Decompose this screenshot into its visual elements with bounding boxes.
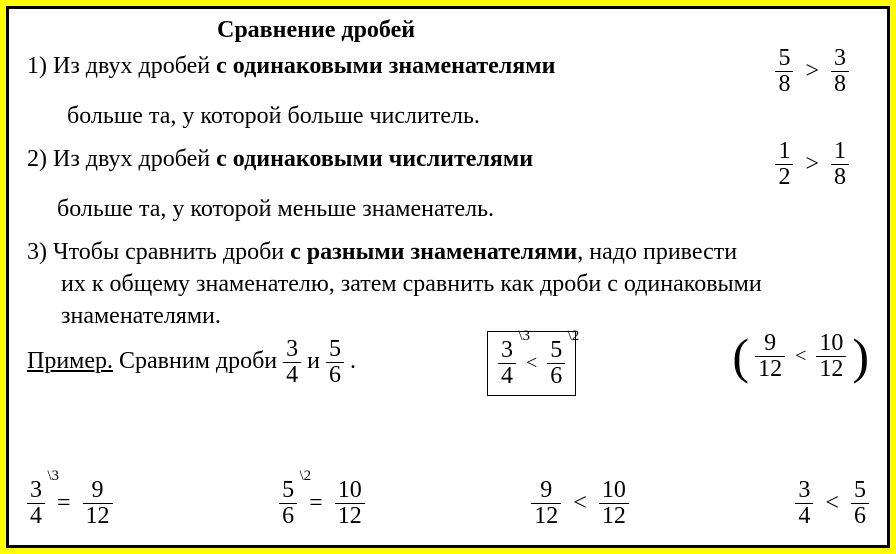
worked-cmp-1: 912 < 1012 bbox=[531, 478, 629, 529]
worked-row: 34 \3 = 912 56 \2 = 1012 912 < 1012 bbox=[27, 478, 869, 529]
fraction: 56 bbox=[851, 478, 869, 529]
rule-1-line-1: 1) Из двух дробей с одинаковыми знаменат… bbox=[27, 50, 869, 82]
rule-3-line-1: 3) Чтобы сравнить дроби с разными знамен… bbox=[27, 236, 869, 268]
fraction: 912 bbox=[83, 478, 113, 529]
rule-1-line-2: больше та, у которой больше числитель. bbox=[27, 100, 869, 132]
equals-icon: = bbox=[51, 490, 77, 517]
example-boxed: 34 \3 < 56 \2 bbox=[487, 331, 576, 396]
less-than-icon: < bbox=[791, 345, 810, 368]
fraction: 1012 bbox=[335, 478, 365, 529]
rule-1-example: 58 > 38 bbox=[775, 46, 849, 97]
fraction: 912 bbox=[531, 478, 561, 529]
example-dot: . bbox=[350, 348, 356, 374]
worked-step-2: 56 \2 = 1012 bbox=[279, 478, 365, 529]
fraction: 34 bbox=[498, 338, 516, 389]
fraction: 38 bbox=[831, 46, 849, 97]
less-than-icon: < bbox=[819, 490, 845, 517]
fraction: 34 bbox=[283, 337, 301, 388]
rule-1: 1) Из двух дробей с одинаковыми знаменат… bbox=[27, 50, 869, 133]
example-label: Пример. bbox=[27, 348, 113, 374]
fraction: 56 bbox=[279, 478, 297, 529]
worked-cmp-2: 34 < 56 bbox=[795, 478, 869, 529]
multiplier-sup: \2 bbox=[568, 328, 580, 345]
fraction: 34 bbox=[27, 478, 45, 529]
less-than-icon: < bbox=[522, 352, 541, 375]
example-paren: ( 912 < 1012 ) bbox=[732, 331, 869, 382]
rule-2-line-1: 2) Из двух дробей с одинаковыми числител… bbox=[27, 143, 869, 175]
fraction: 1012 bbox=[816, 331, 846, 382]
fraction: 56 bbox=[326, 337, 344, 388]
fraction: 12 bbox=[775, 139, 793, 190]
fraction: 18 bbox=[831, 139, 849, 190]
rule-2-prefix: 2) Из двух дробей bbox=[27, 146, 216, 172]
greater-than-icon: > bbox=[799, 58, 825, 85]
rule-1-prefix: 1) Из двух дробей bbox=[27, 53, 216, 79]
example-text-body: Сравним дроби bbox=[113, 348, 283, 374]
rule-3: 3) Чтобы сравнить дроби с разными знамен… bbox=[27, 236, 869, 333]
multiplier-sup: \3 bbox=[47, 468, 59, 485]
equals-icon: = bbox=[303, 490, 329, 517]
rule-2-line-2: больше та, у которой меньше знаменатель. bbox=[27, 193, 869, 225]
fraction: 58 bbox=[775, 46, 793, 97]
greater-than-icon: > bbox=[799, 151, 825, 178]
rule-3-prefix: 3) Чтобы сравнить дроби bbox=[27, 239, 290, 265]
rule-3-line-2: их к общему знаменателю, затем сравнить … bbox=[27, 268, 869, 300]
paren-right-icon: ) bbox=[852, 334, 869, 379]
rule-2-example: 12 > 18 bbox=[775, 139, 849, 190]
rule-2: 2) Из двух дробей с одинаковыми числител… bbox=[27, 143, 869, 226]
fraction: 1012 bbox=[599, 478, 629, 529]
rule-3-suffix: , надо привести bbox=[577, 239, 737, 265]
fraction: 34 bbox=[795, 478, 813, 529]
less-than-icon: < bbox=[567, 490, 593, 517]
rule-3-bold: с разными знаменателями bbox=[290, 239, 577, 265]
rule-2-bold: с одинаковыми числителями bbox=[216, 146, 533, 172]
multiplier-sup: \2 bbox=[299, 468, 311, 485]
example-and: и bbox=[307, 348, 326, 374]
worked-step-1: 34 \3 = 912 bbox=[27, 478, 113, 529]
example-row: Пример. Сравним дроби 34 и 56 . 34 \3 < … bbox=[27, 337, 869, 388]
rule-1-bold: с одинаковыми знаменателями bbox=[216, 53, 555, 79]
page-title: Сравнение дробей bbox=[27, 17, 869, 44]
multiplier-sup: \3 bbox=[518, 328, 530, 345]
fraction: 912 bbox=[755, 331, 785, 382]
example-text: Пример. Сравним дроби 34 и 56 . bbox=[27, 337, 356, 388]
fraction: 56 bbox=[547, 338, 565, 389]
paren-left-icon: ( bbox=[732, 334, 749, 379]
